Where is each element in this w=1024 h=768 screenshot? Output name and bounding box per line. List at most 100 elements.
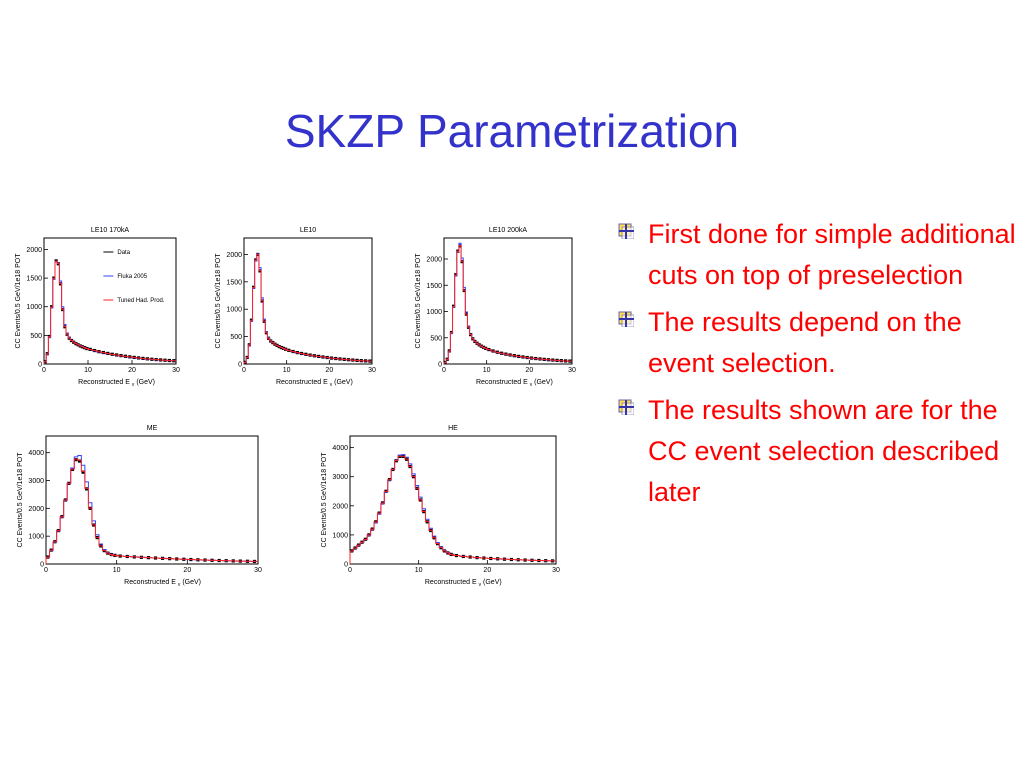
y-tick-label: 500 bbox=[430, 335, 442, 342]
bullet-text: The results depend on the event selectio… bbox=[648, 307, 962, 378]
x-axis-label: Reconstructed E ν (GeV) bbox=[425, 579, 502, 588]
series-line-tuned-had-prod bbox=[45, 458, 258, 564]
x-axis-label-unit: (GeV) bbox=[180, 579, 201, 586]
y-tick-label: 3000 bbox=[28, 478, 44, 485]
y-axis-label: CC Events/0.5 GeV/1e18 POT bbox=[17, 452, 24, 548]
chart-svg: ME 0 10 20 30 0 1000 2000 3000 4000 Reconstructed … bbox=[17, 425, 262, 588]
plot-frame bbox=[45, 435, 259, 565]
chart-svg: LE10 170kA 0 10 20 30 0 500 1000 1500 2000 Reconst… bbox=[15, 227, 180, 388]
y-axis-label: CC Events/0.5 GeV/1e18 POT bbox=[415, 253, 422, 349]
y-tick-label: 4000 bbox=[28, 450, 44, 457]
chart-svg: LE10 200kA 0 10 20 30 0 500 1000 1500 2000 Reconst… bbox=[415, 227, 576, 388]
y-tick-label: 2000 bbox=[426, 257, 442, 264]
y-tick-label: 0 bbox=[238, 362, 242, 369]
x-tick-label: 0 bbox=[242, 367, 246, 374]
x-axis-label-unit: (GeV) bbox=[134, 379, 155, 386]
chart-title: LE10 200kA bbox=[489, 227, 527, 234]
x-axis-label-sub: ν bbox=[178, 582, 181, 588]
x-tick-label: 10 bbox=[483, 367, 491, 374]
y-tick-label: 1500 bbox=[26, 276, 42, 283]
series-line-tuned-had-prod bbox=[349, 455, 556, 564]
x-axis-label-sub: ν bbox=[132, 382, 135, 388]
bullet-list: First done for simple additional cuts on… bbox=[618, 214, 1022, 519]
series-line-fluka-2005 bbox=[45, 454, 258, 564]
chart-he: HE 0 10 20 30 0 1000 2000 3000 4000 Reconstructed … bbox=[318, 420, 564, 590]
plot-frame bbox=[443, 237, 573, 365]
series-line-tuned-had-prod bbox=[443, 245, 572, 364]
x-axis-label-main: Reconstructed E bbox=[78, 379, 132, 386]
y-tick-label: 1000 bbox=[28, 534, 44, 541]
x-tick-label: 30 bbox=[254, 567, 262, 574]
x-axis-label-sub: ν bbox=[330, 382, 333, 388]
plot-frame bbox=[243, 237, 373, 365]
y-axis-label: CC Events/0.5 GeV/1e18 POT bbox=[321, 452, 328, 548]
chart-title: LE10 bbox=[300, 227, 316, 234]
bullet-text: The results shown are for the CC event s… bbox=[648, 395, 1000, 507]
y-axis-label: CC Events/0.5 GeV/1e18 POT bbox=[15, 253, 22, 349]
y-tick-label: 1000 bbox=[332, 532, 348, 539]
x-tick-label: 20 bbox=[525, 367, 533, 374]
legend-label: Data bbox=[117, 250, 130, 256]
y-tick-label: 4000 bbox=[332, 445, 348, 452]
legend-label: Fluka 2005 bbox=[117, 274, 147, 280]
x-axis-label-main: Reconstructed E bbox=[476, 379, 530, 386]
x-tick-label: 20 bbox=[483, 567, 491, 574]
slide-title: SKZP Parametrization bbox=[284, 105, 740, 157]
square-bullet-icon bbox=[618, 399, 634, 415]
x-tick-label: 20 bbox=[183, 567, 191, 574]
chart-title: ME bbox=[147, 425, 158, 432]
x-tick-label: 30 bbox=[368, 367, 376, 374]
y-tick-label: 2000 bbox=[332, 503, 348, 510]
square-bullet-icon bbox=[618, 223, 634, 239]
y-axis-label: CC Events/0.5 GeV/1e18 POT bbox=[215, 253, 222, 349]
x-axis-label-sub: ν bbox=[530, 382, 533, 388]
x-tick-label: 10 bbox=[84, 367, 92, 374]
chart-title: HE bbox=[448, 425, 458, 432]
x-tick-label: 30 bbox=[172, 367, 180, 374]
square-bullet-icon bbox=[618, 311, 634, 327]
bullet-item: First done for simple additional cuts on… bbox=[618, 214, 1022, 296]
chart-le10: LE10 0 10 20 30 0 500 1000 1500 2000 Reconstructed… bbox=[212, 222, 380, 390]
chart-title: LE10 170kA bbox=[91, 227, 129, 234]
x-axis-label: Reconstructed E ν (GeV) bbox=[476, 379, 553, 388]
x-tick-label: 10 bbox=[283, 367, 291, 374]
data-point bbox=[85, 487, 89, 491]
chart-le10-170ka: LE10 170kA 0 10 20 30 0 500 1000 1500 2000 Reconst… bbox=[12, 222, 184, 390]
bullet-item: The results shown are for the CC event s… bbox=[618, 390, 1022, 513]
x-tick-label: 0 bbox=[348, 567, 352, 574]
x-tick-label: 10 bbox=[415, 567, 423, 574]
plot-frame bbox=[349, 435, 557, 565]
x-tick-label: 30 bbox=[568, 367, 576, 374]
x-tick-label: 0 bbox=[442, 367, 446, 374]
y-tick-label: 500 bbox=[230, 334, 242, 341]
y-tick-label: 3000 bbox=[332, 474, 348, 481]
x-tick-label: 0 bbox=[44, 567, 48, 574]
plot-frame bbox=[43, 237, 177, 365]
y-tick-label: 1000 bbox=[426, 309, 442, 316]
y-tick-label: 1000 bbox=[26, 304, 42, 311]
x-tick-label: 20 bbox=[128, 367, 136, 374]
x-axis-label-sub: ν bbox=[479, 582, 482, 588]
x-tick-label: 10 bbox=[113, 567, 121, 574]
x-axis-label-main: Reconstructed E bbox=[425, 579, 479, 586]
series-line-tuned-had-prod bbox=[243, 253, 372, 364]
x-axis-label-main: Reconstructed E bbox=[276, 379, 330, 386]
chart-svg: HE 0 10 20 30 0 1000 2000 3000 4000 Reconstructed … bbox=[321, 425, 560, 588]
series-line-tuned-had-prod bbox=[43, 260, 176, 364]
y-tick-label: 500 bbox=[30, 333, 42, 340]
x-axis-label: Reconstructed E ν (GeV) bbox=[276, 379, 353, 388]
data-point bbox=[74, 458, 78, 462]
x-axis-label-unit: (GeV) bbox=[532, 379, 553, 386]
x-axis-label-unit: (GeV) bbox=[332, 379, 353, 386]
y-tick-label: 2000 bbox=[28, 506, 44, 513]
y-tick-label: 1500 bbox=[226, 279, 242, 286]
bullet-text: First done for simple additional cuts on… bbox=[648, 219, 1016, 290]
x-tick-label: 0 bbox=[42, 367, 46, 374]
x-axis-label-unit: (GeV) bbox=[481, 579, 502, 586]
y-tick-label: 1500 bbox=[426, 283, 442, 290]
x-axis-label-main: Reconstructed E bbox=[124, 579, 178, 586]
y-tick-label: 2000 bbox=[226, 252, 242, 259]
y-tick-label: 2000 bbox=[26, 247, 42, 254]
x-axis-label: Reconstructed E ν (GeV) bbox=[78, 379, 155, 388]
data-point bbox=[77, 459, 82, 463]
